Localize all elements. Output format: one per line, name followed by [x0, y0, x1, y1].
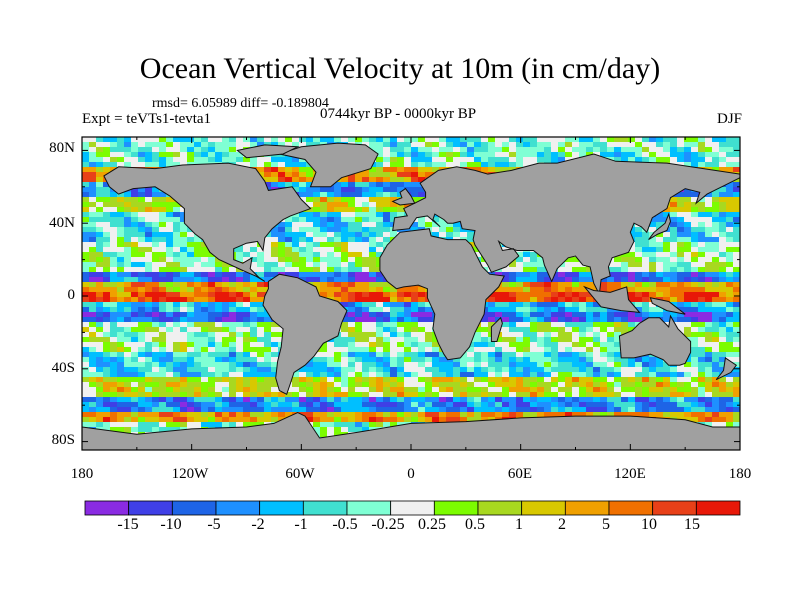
colorbar-label: 5: [602, 516, 610, 533]
colorbar: [84, 500, 741, 516]
colorbar-label: -5: [207, 516, 221, 533]
lat-label-40s: 40S: [51, 360, 75, 376]
colorbar-label: -15: [117, 516, 139, 533]
land-ellesmere: [236, 144, 300, 159]
lat-label-80n: 80N: [49, 140, 75, 156]
lon-label-120e: 120E: [614, 466, 646, 482]
land-japan: [648, 212, 672, 241]
colorbar-swatch: [608, 500, 654, 516]
land-madagascar: [490, 316, 503, 342]
colorbar-swatch: [259, 500, 304, 516]
lon-label-0: 0: [407, 466, 415, 482]
lat-label-80s: 80S: [51, 432, 75, 448]
land-new-zealand: [715, 357, 738, 381]
land-indonesia: [582, 285, 641, 314]
land-north-america: [103, 162, 312, 282]
colorbar-swatch: [477, 500, 523, 516]
rmsd-diff-stats: rmsd= 6.05989 diff= -0.189804: [152, 96, 329, 111]
lon-label-180e: 180: [728, 466, 752, 482]
axis-ticks: [81, 137, 741, 450]
colorbar-swatch: [128, 500, 173, 516]
land-antarctica: [82, 411, 740, 450]
land-new-guinea: [649, 297, 686, 315]
lat-label-0: 0: [67, 287, 76, 303]
colorbar-swatch: [564, 500, 610, 516]
lon-label-180w: 180: [70, 466, 94, 482]
colorbar-swatch: [346, 500, 392, 516]
colorbar-label: 0.25: [418, 516, 446, 533]
colorbar-label: 10: [641, 516, 657, 533]
colorbar-label: 1: [515, 516, 523, 533]
land-africa: [379, 228, 505, 361]
colorbar-swatch: [302, 500, 348, 516]
colorbar-label: 0.5: [465, 516, 485, 533]
colorbar-label: -1: [294, 516, 308, 533]
colorbar-swatch: [171, 500, 217, 516]
colorbar-swatch: [215, 500, 261, 516]
lon-label-60w: 60W: [285, 466, 315, 482]
lon-label-120w: 120W: [171, 466, 209, 482]
colorbar-label: -2: [251, 516, 265, 533]
colorbar-swatch: [84, 500, 130, 516]
lat-label-40n: 40N: [49, 215, 75, 231]
lon-label-60e: 60E: [507, 466, 533, 482]
land-south-america: [262, 273, 348, 396]
map-title: Ocean Vertical Velocity at 10m (in cm/da…: [139, 52, 661, 85]
colorbar-label: -0.5: [332, 516, 358, 533]
land-greenland: [277, 142, 379, 188]
colorbar-swatch: [695, 500, 741, 516]
colorbar-label: 2: [558, 516, 566, 533]
experiment-label: Expt = teVTs1-tevta1: [82, 111, 212, 127]
colorbar-label: -10: [160, 516, 182, 533]
colorbar-swatch: [390, 500, 435, 516]
land-australia: [618, 314, 692, 366]
season-label: DJF: [716, 111, 742, 127]
colorbar-label: -0.25: [371, 516, 405, 533]
colorbar-label: 15: [684, 516, 700, 533]
land-eurasia: [392, 153, 740, 296]
colorbar-swatch: [521, 500, 566, 516]
time-range-subtitle: 0744kyr BP - 0000kyr BP: [320, 106, 477, 122]
land-british-isles: [391, 187, 416, 206]
colorbar-swatch: [652, 500, 697, 516]
colorbar-swatch: [433, 500, 479, 516]
land-masses: [82, 142, 740, 450]
